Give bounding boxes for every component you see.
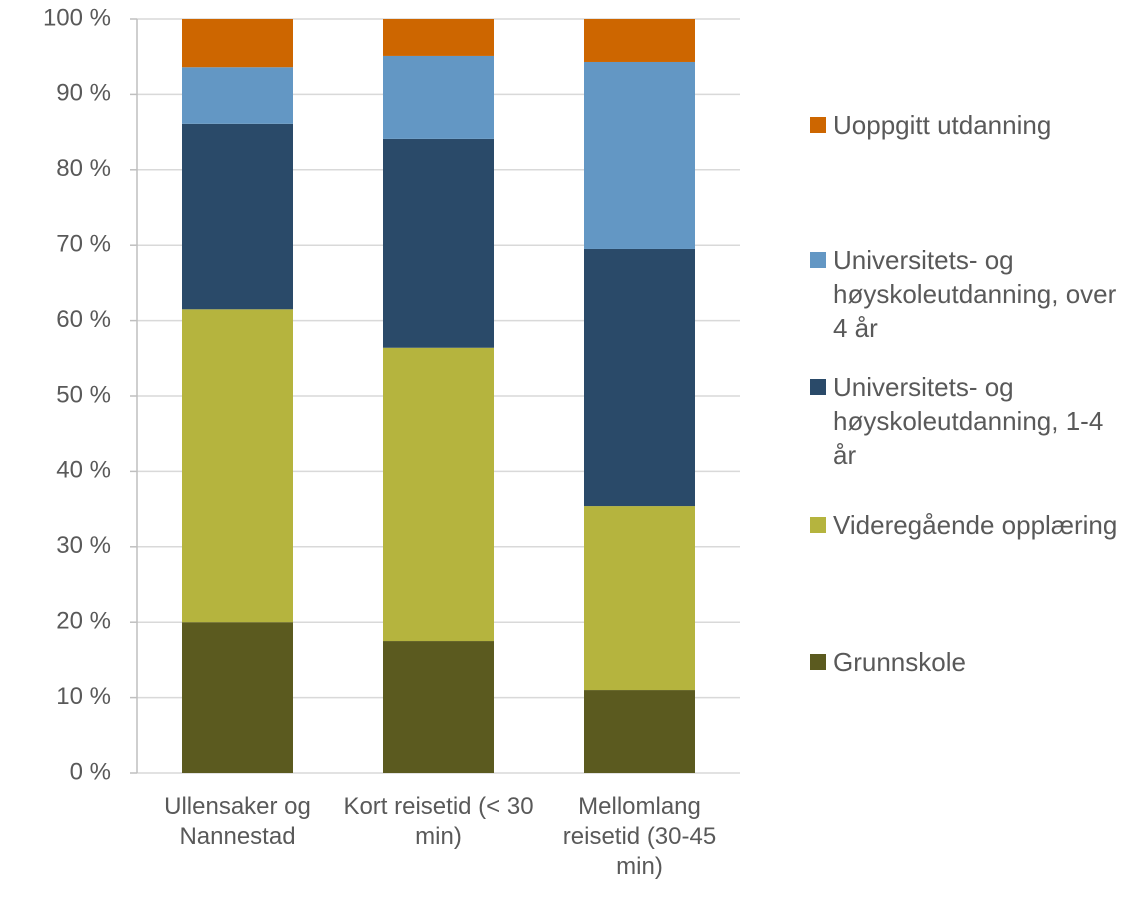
bar-segment (182, 67, 293, 124)
legend-swatch (810, 654, 826, 670)
bar-segment (383, 19, 494, 56)
bar-segment (584, 690, 695, 773)
y-tick-label: 0 % (70, 758, 111, 785)
bar-segment (383, 138, 494, 348)
y-tick-label: 10 % (56, 683, 111, 710)
y-tick-label: 100 % (43, 4, 111, 31)
y-tick-label: 40 % (56, 457, 111, 484)
y-tick-label: 20 % (56, 608, 111, 635)
bar-segment (182, 19, 293, 68)
legend-label: Universitets- og høyskoleutdanning, over… (810, 243, 1133, 345)
x-tick-label: Mellomlang reisetid (30-45 min) (562, 793, 717, 880)
bar-segment (584, 248, 695, 507)
y-tick-label: 90 % (56, 80, 111, 107)
bar-segment (584, 61, 695, 249)
y-tick-label: 80 % (56, 155, 111, 182)
y-tick-label: 30 % (56, 532, 111, 559)
y-tick-label: 60 % (56, 306, 111, 333)
legend-swatch (810, 252, 826, 268)
bar-segment (182, 309, 293, 623)
bar-segment (182, 622, 293, 773)
bar-segment (584, 506, 695, 691)
bar-segment (584, 19, 695, 62)
legend-label: Universitets- og høyskoleutdanning, 1-4 … (810, 370, 1133, 472)
x-tick-label: Ullensaker og Nannestad (164, 793, 311, 850)
legend-label: Grunnskole (810, 645, 1133, 679)
y-tick-label: 50 % (56, 381, 111, 408)
legend-swatch (810, 517, 826, 533)
bar-segment (182, 123, 293, 310)
legend-swatch (810, 117, 826, 133)
y-tick-label: 70 % (56, 231, 111, 258)
bar-segment (383, 55, 494, 139)
bar-segment (383, 347, 494, 642)
legend-label: Videregående opplæring (810, 508, 1133, 542)
legend-label: Uoppgitt utdanning (810, 108, 1133, 142)
bar-segment (383, 641, 494, 773)
legend-swatch (810, 379, 826, 395)
x-tick-label: Kort reisetid (< 30 min) (343, 793, 534, 850)
